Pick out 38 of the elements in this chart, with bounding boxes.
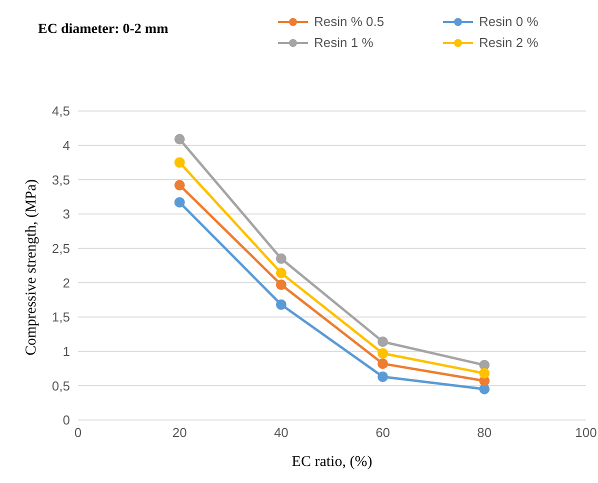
point bbox=[378, 336, 388, 347]
point bbox=[276, 268, 286, 278]
point bbox=[276, 299, 286, 310]
point bbox=[378, 371, 388, 382]
chart-title: EC diameter: 0-2 mm bbox=[38, 22, 168, 38]
y-tick-label: 3,5 bbox=[52, 172, 70, 188]
legend-label: Resin % 0.5 bbox=[314, 14, 384, 29]
point bbox=[174, 134, 185, 144]
y-tick-label: 1 bbox=[62, 344, 70, 359]
point bbox=[479, 368, 490, 379]
legend-label: Resin 2 % bbox=[479, 35, 538, 50]
y-axis-title: Compressive strength, (MPa) bbox=[23, 179, 40, 356]
point bbox=[276, 253, 286, 264]
legend-label: Resin 1 % bbox=[314, 35, 374, 50]
x-tick-label: 60 bbox=[376, 425, 390, 440]
point bbox=[378, 358, 388, 369]
y-tick-label: 3 bbox=[62, 206, 70, 222]
y-tick-label: 1,5 bbox=[52, 310, 70, 325]
y-tick-label: 4,5 bbox=[52, 104, 70, 119]
x-tick-label: 0 bbox=[74, 425, 82, 440]
y-tick-label: 4 bbox=[62, 138, 70, 153]
y-tick-label: 2 bbox=[62, 275, 70, 290]
legend-label: Resin 0 % bbox=[479, 14, 538, 29]
y-tick-label: 2,5 bbox=[52, 240, 70, 256]
y-tick-label: 0 bbox=[62, 412, 70, 428]
point bbox=[174, 180, 185, 190]
point bbox=[479, 360, 490, 370]
point bbox=[174, 157, 185, 168]
x-tick-label: 40 bbox=[274, 425, 288, 440]
x-tick-label: 100 bbox=[575, 425, 597, 440]
point bbox=[479, 384, 490, 394]
y-tick-label: 0,5 bbox=[52, 378, 70, 394]
x-axis-title: EC ratio, (%) bbox=[292, 454, 372, 470]
x-tick-label: 80 bbox=[477, 425, 492, 440]
point bbox=[276, 279, 286, 290]
x-tick-label: 20 bbox=[172, 425, 187, 440]
point bbox=[174, 197, 185, 208]
point bbox=[378, 348, 388, 359]
